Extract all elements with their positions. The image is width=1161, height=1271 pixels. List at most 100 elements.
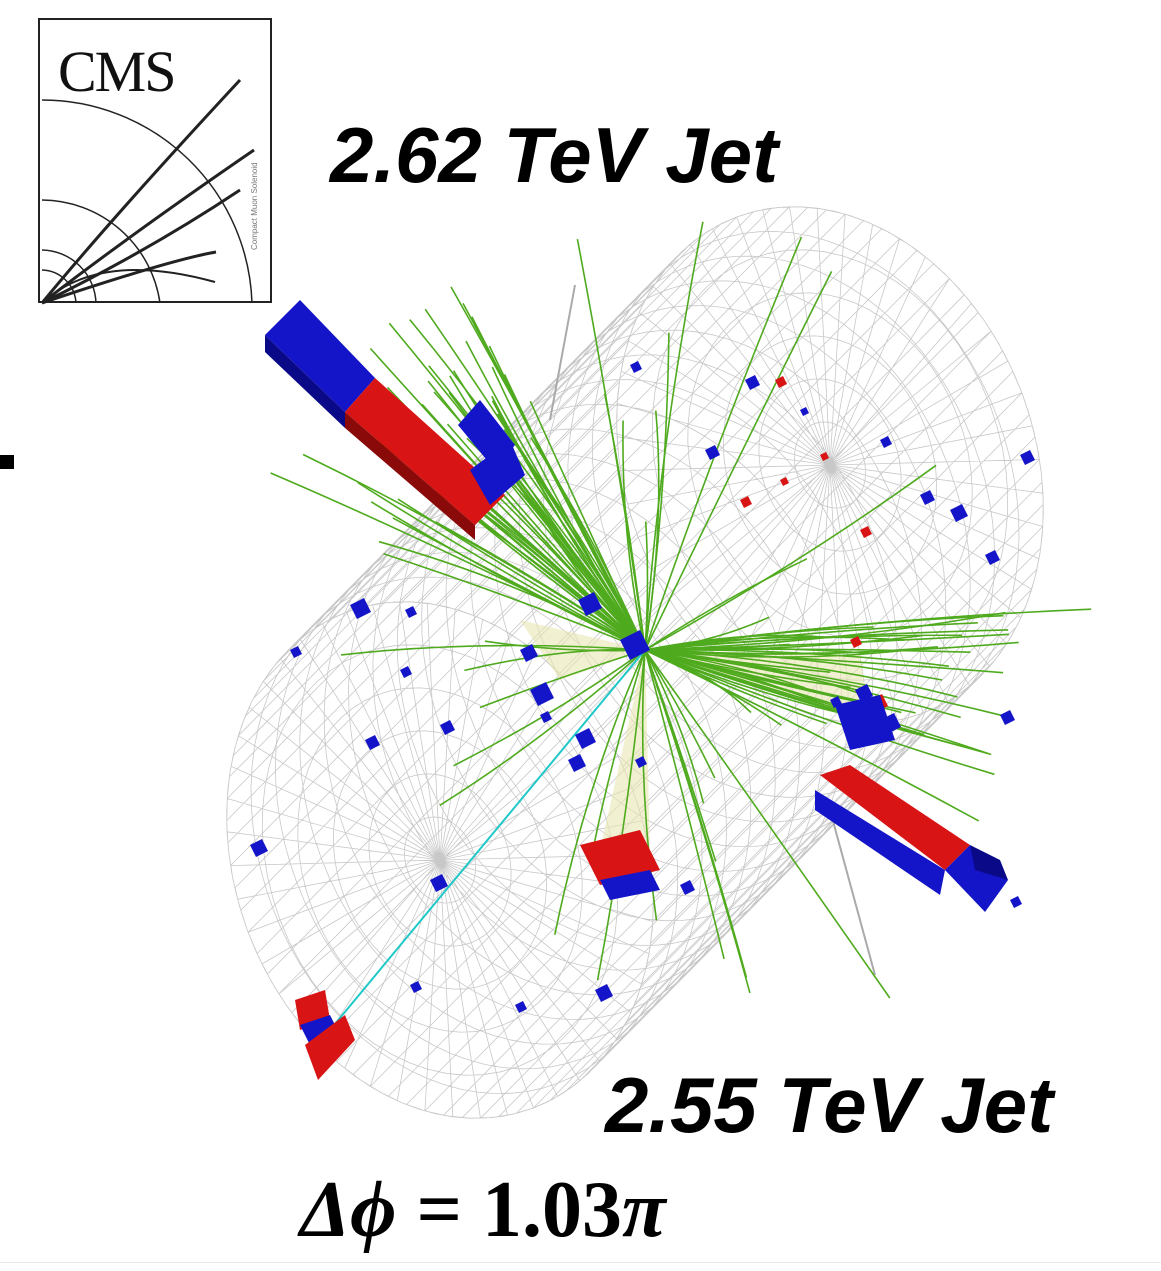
beam-line-lower — [829, 809, 876, 976]
cms-logo: CMS Compact Muon Solenoid — [38, 18, 272, 305]
calorimeter-deposit — [630, 361, 642, 373]
calorimeter-deposit — [430, 874, 448, 892]
jet-tower-hcal — [265, 300, 375, 412]
jet-tower-shade — [345, 412, 475, 540]
track — [644, 236, 803, 651]
jet-tower-shade — [970, 845, 1008, 880]
track — [479, 649, 646, 709]
track — [644, 649, 716, 779]
track — [644, 332, 670, 651]
calorimeter-deposit — [578, 592, 602, 616]
cms-logo-text: CMS — [58, 39, 177, 104]
calorimeter-deposit — [620, 630, 650, 660]
calorimeter-deposit — [568, 754, 586, 772]
track — [644, 521, 649, 651]
bottom-rule — [0, 1262, 1161, 1263]
jet-tower-hcal — [945, 845, 1008, 912]
calorimeter-deposit — [850, 636, 862, 648]
track — [370, 501, 646, 651]
calorimeter-deposit — [740, 496, 752, 508]
track — [644, 649, 725, 960]
calorimeter-deposit — [1020, 450, 1035, 465]
track — [644, 649, 983, 753]
jet-towers — [265, 300, 1008, 1080]
track — [439, 649, 646, 807]
jet-tower-ecal — [820, 765, 970, 870]
muon-track — [329, 649, 646, 1031]
track — [644, 646, 938, 655]
track — [644, 634, 963, 651]
track — [644, 649, 907, 658]
track — [576, 238, 646, 651]
calorimeter-deposit — [405, 606, 417, 618]
delta-phi-value: 1.03 — [482, 1166, 623, 1254]
edge-mark — [0, 455, 14, 469]
calorimeter-deposit — [440, 720, 455, 735]
calorimeter-deposit — [350, 598, 371, 619]
jet-label-2: 2.55 TeV Jet — [605, 1061, 1054, 1149]
calorimeter-deposit — [580, 830, 660, 885]
delta-phi-symbol: Δϕ — [300, 1166, 397, 1254]
track — [383, 553, 646, 651]
calorimeter-deposit — [595, 984, 613, 1002]
track — [644, 649, 806, 689]
track — [435, 521, 646, 651]
calorimeter-deposit — [540, 711, 552, 723]
pi-symbol: π — [622, 1166, 666, 1254]
calorimeter-deposit — [950, 504, 968, 522]
calorimeter-deposit — [855, 684, 873, 702]
track — [644, 636, 905, 651]
calorimeter-deposit — [410, 981, 422, 993]
calorimeter-deposit — [600, 870, 660, 900]
track — [644, 649, 748, 978]
calorimeter-deposit — [1010, 896, 1022, 908]
calorimeter-deposit — [745, 375, 760, 390]
jet-tower-hcal — [815, 790, 945, 895]
track — [554, 649, 646, 935]
cms-logo-tracks-icon — [40, 78, 255, 305]
calorimeter-deposit — [920, 490, 935, 505]
track — [453, 649, 646, 767]
calorimeter-deposit — [705, 445, 720, 460]
calorimeter-deposit — [400, 666, 412, 678]
track — [644, 271, 833, 651]
track — [644, 649, 891, 999]
jet-tower-hcal — [470, 440, 525, 505]
track — [529, 400, 646, 651]
track — [644, 649, 827, 725]
calorimeter-deposit — [800, 407, 809, 416]
track — [471, 316, 646, 651]
track — [644, 221, 704, 651]
calorimeter-deposit — [250, 839, 268, 857]
wireframe-mesh — [226, 206, 1044, 1119]
track — [378, 540, 646, 651]
calorimeter-deposit — [780, 477, 789, 486]
track — [644, 649, 949, 667]
jet-label-1: 2.62 TeV Jet — [330, 111, 779, 199]
calorimeter-deposit — [530, 682, 554, 706]
track — [644, 649, 705, 804]
track — [622, 420, 646, 651]
calorimeter-deposit — [365, 735, 380, 750]
calorimeter-deposit — [575, 728, 596, 749]
track — [593, 649, 646, 842]
delta-phi-formula: Δϕ = 1.03π — [300, 1165, 666, 1256]
calorimeter-deposit — [1000, 710, 1015, 725]
calorimeter-deposit — [880, 436, 892, 448]
track — [424, 308, 646, 651]
beam-line-upper — [549, 284, 576, 421]
calorimeter-deposit — [290, 646, 302, 658]
equals-sign: = — [396, 1166, 483, 1254]
calorimeter-deposit — [520, 644, 538, 662]
track — [596, 649, 646, 981]
track — [644, 558, 808, 651]
detector-wireframe — [226, 206, 1044, 1119]
jet-cone — [600, 650, 650, 850]
calorimeter-deposit — [635, 756, 647, 768]
track — [644, 643, 790, 651]
jet-tower-shade — [265, 335, 345, 428]
particle-tracks — [270, 221, 1092, 1031]
jet-tower-ecal — [345, 378, 505, 525]
calorimeter-deposit — [820, 452, 829, 461]
jet-tower-ecal — [305, 1015, 355, 1080]
